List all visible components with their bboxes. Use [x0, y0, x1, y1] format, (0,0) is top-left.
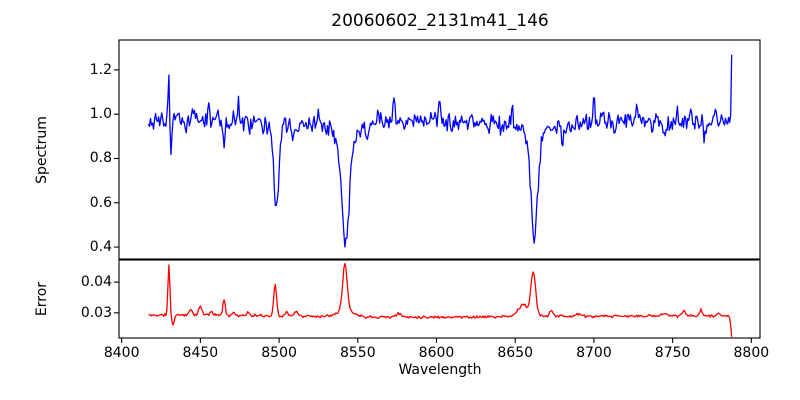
x-tick-label: 8700 [576, 345, 612, 361]
x-axis-label: Wavelength [398, 362, 482, 378]
x-tick-label: 8800 [733, 345, 770, 361]
x-tick-label: 8750 [654, 345, 691, 361]
spectrum-y-tick-label: 0.8 [89, 150, 112, 167]
spectrum-y-tick-label: 0.4 [89, 239, 112, 256]
x-tick-label: 8500 [261, 345, 297, 361]
chart-title: 20060602_2131m41_146 [331, 11, 549, 31]
error-y-tick-label: 0.04 [80, 274, 112, 291]
x-tick-label: 8650 [497, 345, 534, 361]
spectrum-y-tick-label: 0.6 [89, 194, 112, 211]
x-tick-label: 8450 [182, 345, 219, 361]
spectrum-y-tick-label: 1.2 [89, 61, 112, 78]
error-axes-frame [118, 259, 761, 339]
error-y-tick-label: 0.03 [80, 304, 112, 321]
x-tick-label: 8600 [418, 345, 455, 361]
x-tick-label: 8550 [339, 345, 376, 361]
error-line [148, 262, 733, 337]
spectrum-axes-frame [118, 39, 761, 260]
spectrum-line [147, 54, 733, 248]
x-tick-label: 8400 [103, 345, 140, 361]
spectrum-y-tick-label: 1.0 [89, 106, 112, 123]
